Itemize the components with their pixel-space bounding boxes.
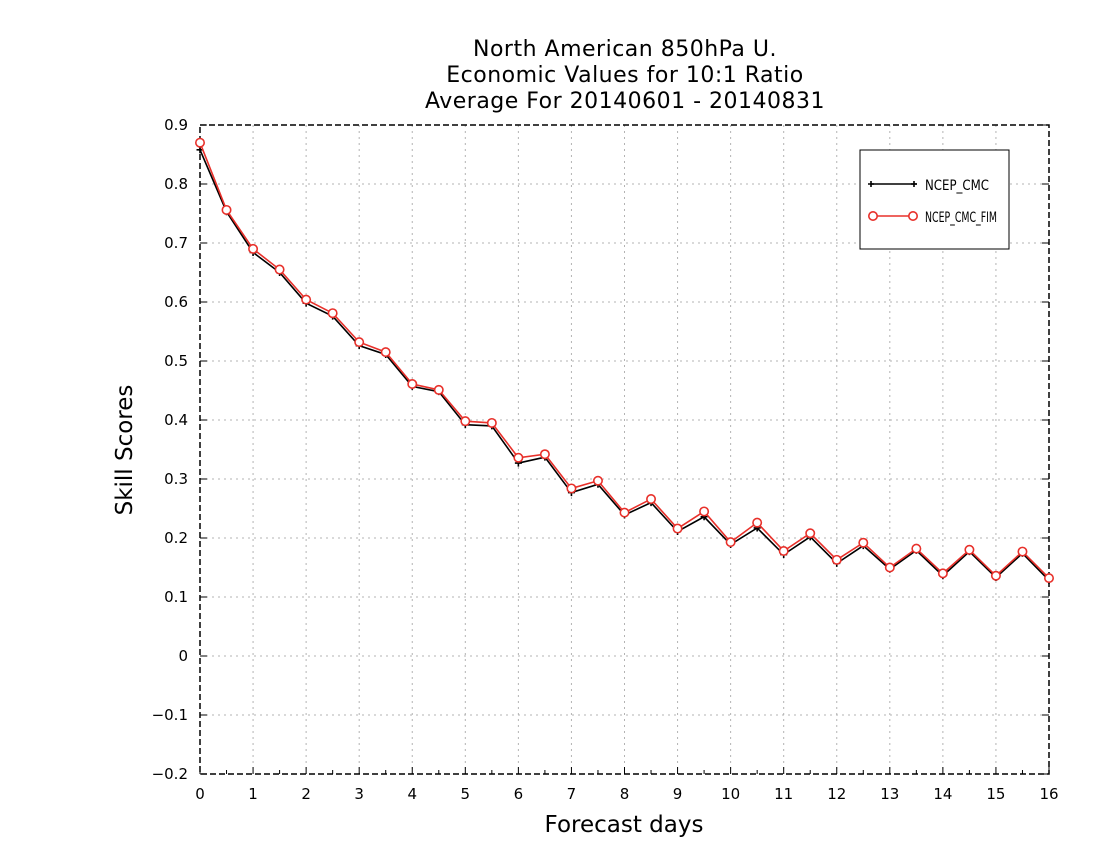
y-tick-label: 0.3: [164, 470, 188, 488]
data-point-ncep-cmc-fim: [486, 417, 497, 428]
data-point-ncep-cmc-fim: [301, 294, 312, 305]
data-point-ncep-cmc-fim: [460, 416, 471, 427]
axis-ticks: 0 1 2 3 4 5 6 7 8 9 10 11 12 13 14 15 16−0.2−0.100.10.20…: [152, 116, 1059, 803]
data-point-ncep-cmc-fim: [539, 449, 550, 460]
data-point-ncep-cmc-fim: [937, 568, 948, 579]
series-ncep-cmc-fim: [195, 137, 1055, 584]
data-point-ncep-cmc-fim: [699, 506, 710, 517]
data-point-ncep-cmc-fim: [513, 452, 524, 463]
x-tick-label: 1: [248, 785, 258, 803]
x-tick-label: 8: [620, 785, 630, 803]
x-tick-label: 4: [407, 785, 417, 803]
x-tick-label: 10: [721, 785, 740, 803]
data-point-ncep-cmc-fim: [566, 483, 577, 494]
y-tick-label: 0.4: [164, 411, 188, 429]
data-point-ncep-cmc-fim: [858, 537, 869, 548]
data-point-ncep-cmc-fim: [778, 545, 789, 556]
data-point-ncep-cmc-fim: [592, 475, 603, 486]
x-tick-label: 13: [880, 785, 899, 803]
y-tick-label: 0.1: [164, 588, 188, 606]
x-tick-label: 16: [1039, 785, 1058, 803]
data-point-ncep-cmc-fim: [990, 570, 1001, 581]
legend-marker-ncep-cmc-fim-a: [867, 211, 878, 222]
x-tick-label: 11: [774, 785, 793, 803]
chart-title-line-1: North American 850hPa U.: [473, 37, 777, 62]
y-tick-label: 0.6: [164, 293, 188, 311]
x-tick-label: 3: [354, 785, 364, 803]
x-axis-label: Forecast days: [545, 812, 704, 838]
data-point-ncep-cmc-fim: [407, 379, 418, 390]
y-tick-label: 0.2: [164, 529, 188, 547]
x-tick-label: 2: [301, 785, 311, 803]
y-tick-label: −0.1: [152, 706, 188, 724]
data-point-ncep-cmc-fim: [911, 543, 922, 554]
data-point-ncep-cmc-fim: [619, 507, 630, 518]
x-tick-label: 5: [461, 785, 471, 803]
data-point-ncep-cmc-fim: [646, 494, 657, 505]
chart-title-line-2: Economic Values for 10:1 Ratio: [446, 63, 804, 88]
data-point-ncep-cmc-fim: [884, 562, 895, 573]
x-tick-label: 12: [827, 785, 846, 803]
y-axis-label: Skill Scores: [112, 385, 138, 516]
data-point-ncep-cmc-fim: [195, 137, 206, 148]
chart-title-line-3: Average For 20140601 - 20140831: [424, 89, 826, 114]
legend-marker-ncep-cmc: [868, 181, 917, 187]
series-group: [195, 137, 1055, 584]
x-tick-label: 7: [567, 785, 577, 803]
data-point-ncep-cmc-fim: [380, 347, 391, 358]
data-point-ncep-cmc-fim: [725, 537, 736, 548]
x-tick-label: 9: [673, 785, 683, 803]
y-tick-label: 0.8: [164, 175, 188, 193]
data-point-ncep-cmc-fim: [354, 337, 365, 348]
legend-label-ncep-cmc-fim: NCEP_CMC_FIM: [925, 210, 997, 226]
data-point-ncep-cmc-fim: [672, 523, 683, 534]
data-point-ncep-cmc-fim: [831, 554, 842, 565]
data-point-ncep-cmc-fim: [248, 243, 259, 254]
data-point-ncep-cmc-fim: [964, 544, 975, 555]
data-point-ncep-cmc-fim: [221, 204, 232, 215]
data-point-ncep-cmc-fim: [327, 308, 338, 319]
data-point-ncep-cmc-fim: [274, 264, 285, 275]
legend-box: [859, 149, 1010, 250]
x-tick-label: 6: [514, 785, 524, 803]
data-point-ncep-cmc-fim: [1017, 546, 1028, 557]
data-point-ncep-cmc-fim: [1044, 573, 1055, 584]
y-tick-label: 0.9: [164, 116, 188, 134]
x-tick-label: 14: [933, 785, 952, 803]
data-point-ncep-cmc-fim: [433, 384, 444, 395]
legend-label-ncep-cmc: NCEP_CMC: [925, 178, 989, 194]
data-point-ncep-cmc-fim: [752, 517, 763, 528]
x-tick-label: 0: [195, 785, 205, 803]
grid: [200, 125, 1049, 774]
data-point-ncep-cmc-fim: [805, 528, 816, 539]
y-tick-label: 0.7: [164, 234, 188, 252]
y-tick-label: 0.5: [164, 352, 188, 370]
y-tick-label: 0: [178, 647, 188, 665]
legend: NCEP_CMC NCEP_CMC_FIM: [859, 149, 1010, 250]
legend-marker-ncep-cmc-fim-b: [907, 211, 918, 222]
x-tick-label: 15: [986, 785, 1005, 803]
y-tick-label: −0.2: [152, 765, 188, 783]
